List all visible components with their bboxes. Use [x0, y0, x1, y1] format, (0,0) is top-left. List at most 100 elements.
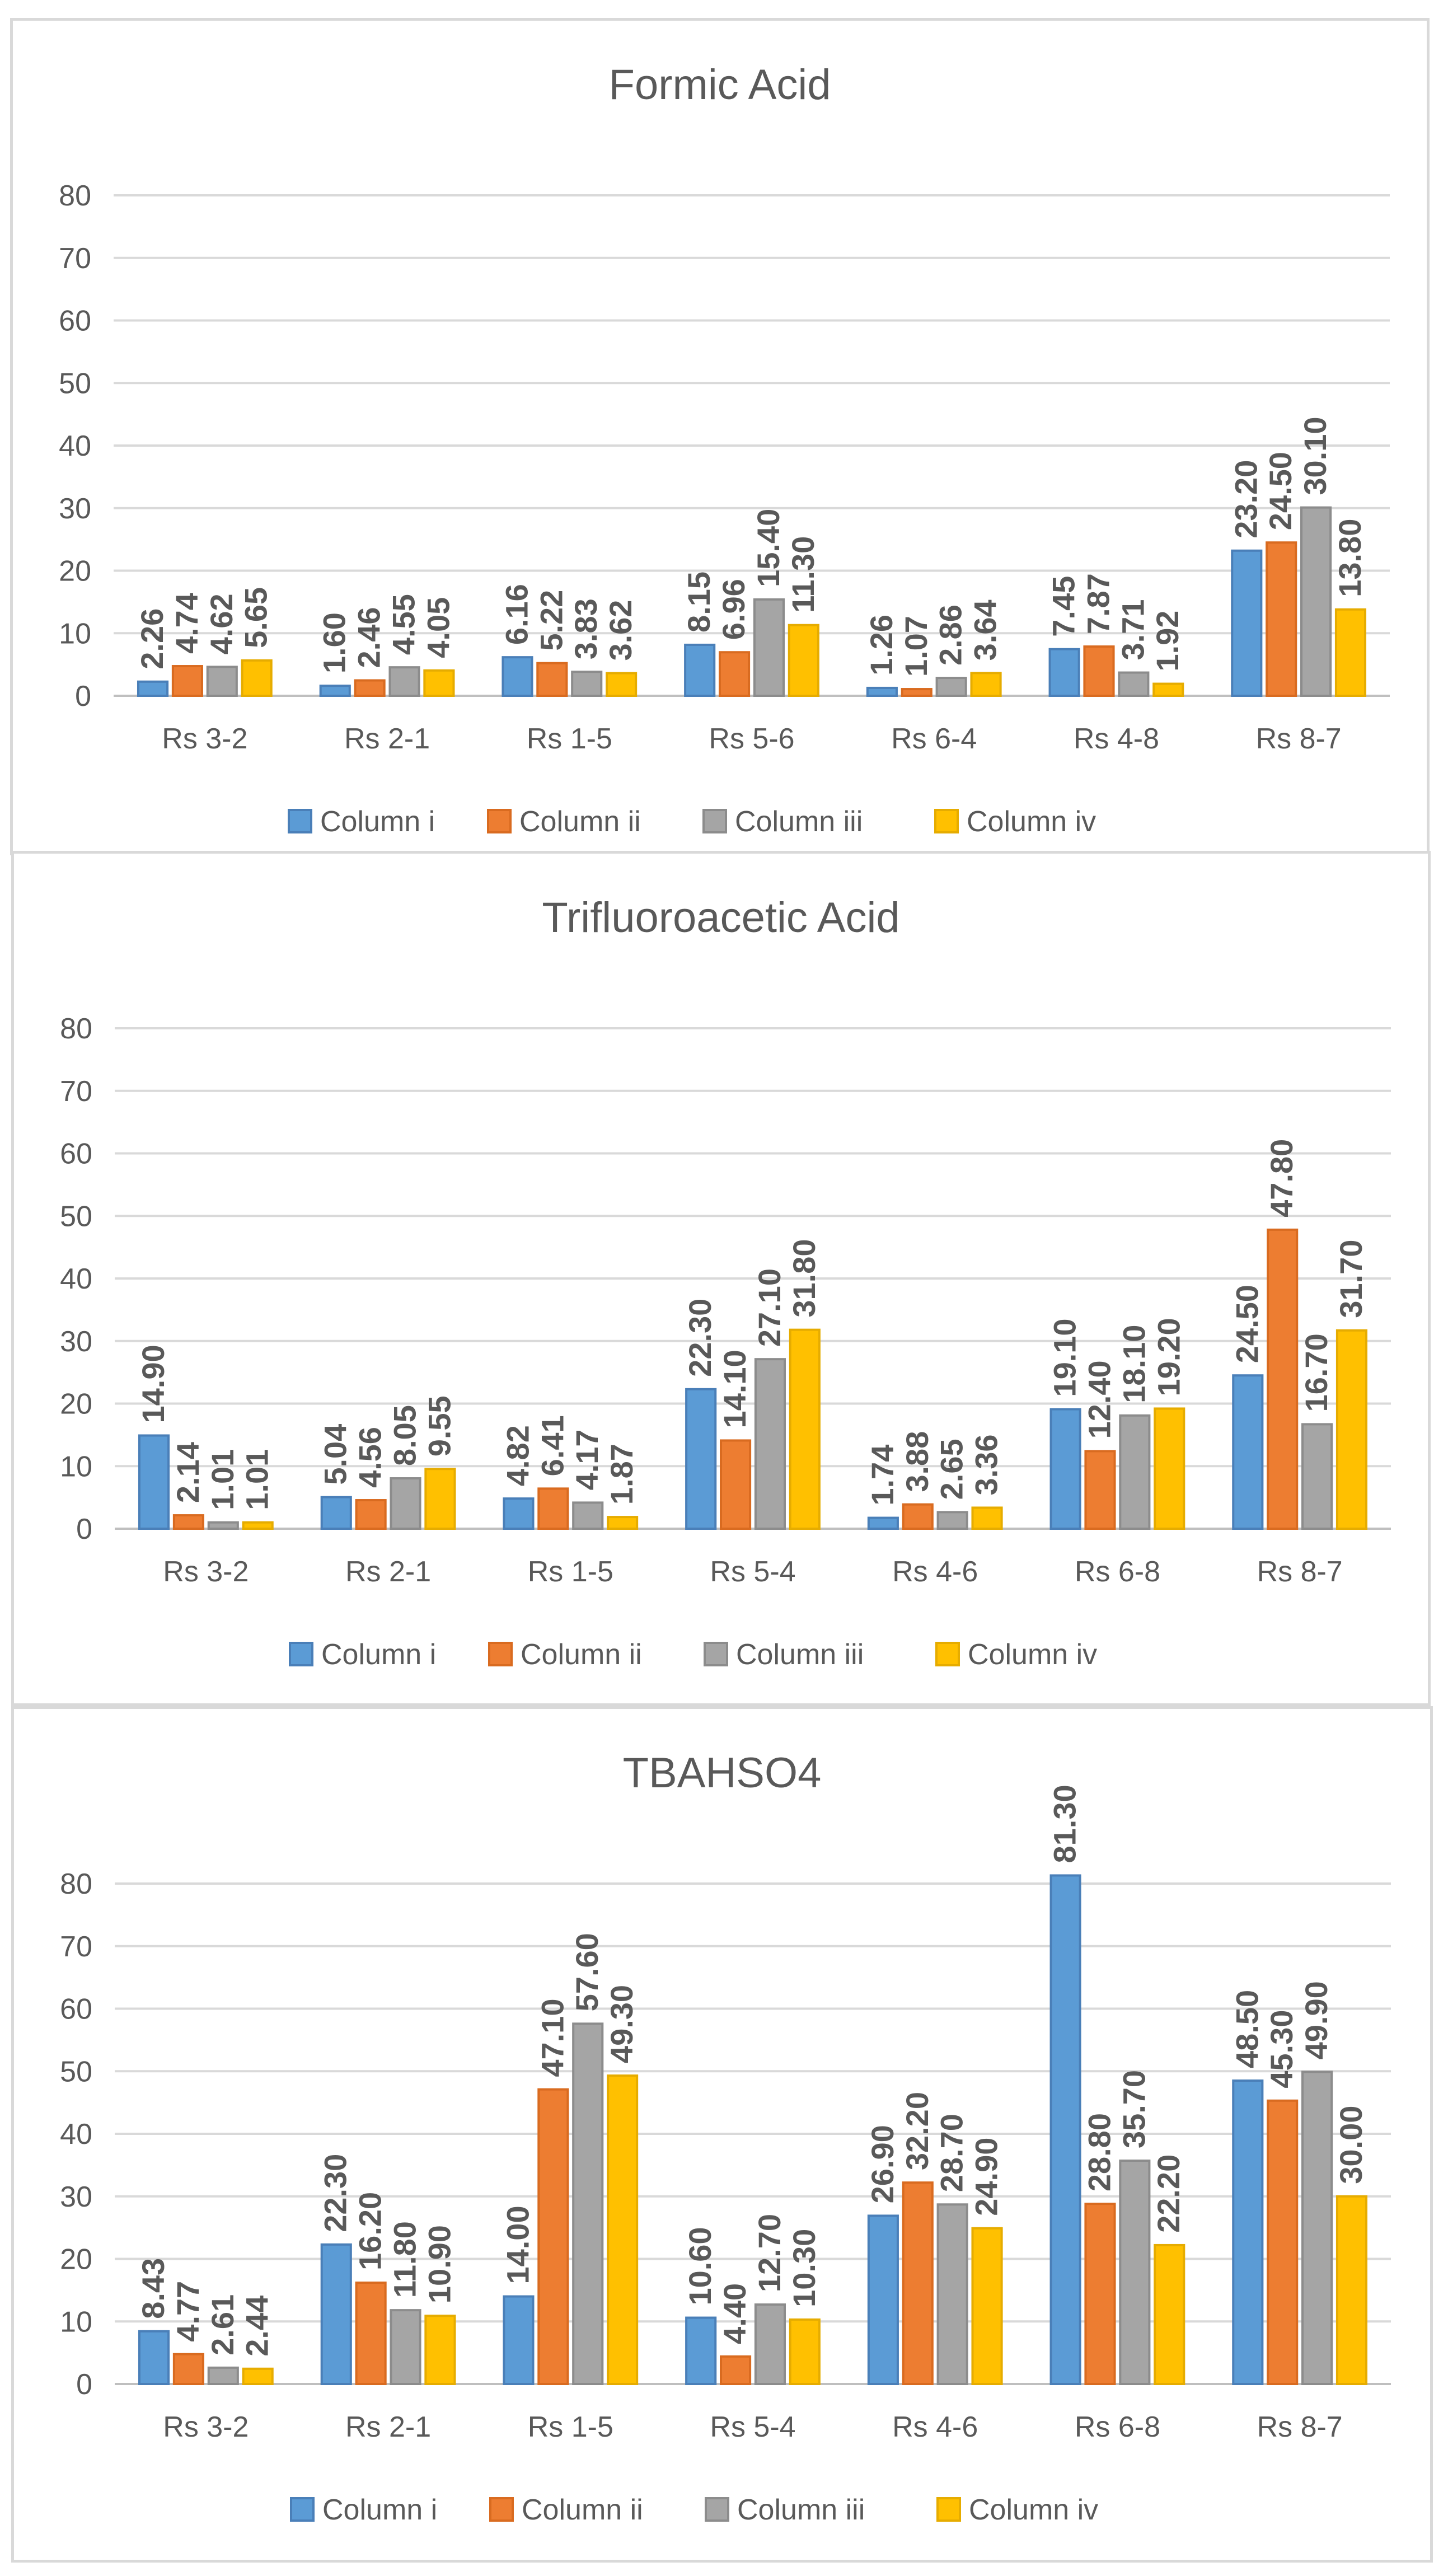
bar	[788, 624, 819, 697]
bar	[320, 1496, 352, 1530]
legend-label: Column iii	[736, 1638, 864, 1671]
category-label: Rs 6-8	[1075, 2411, 1160, 2443]
bar	[685, 2316, 717, 2386]
category-label: Rs 3-2	[162, 723, 247, 755]
data-label: 24.50	[1229, 1285, 1264, 1363]
data-label: 3.83	[568, 598, 603, 659]
data-label: 15.40	[751, 509, 786, 587]
bar	[901, 688, 932, 697]
y-tick-label: 60	[59, 305, 91, 338]
bar	[355, 2281, 387, 2385]
bar	[789, 2318, 821, 2385]
data-label: 9.55	[421, 1395, 457, 1456]
bar	[355, 1499, 387, 1530]
bar	[1300, 506, 1332, 697]
data-label: 26.90	[865, 2125, 900, 2203]
category-label: Rs 8-7	[1257, 1556, 1343, 1588]
data-label: 2.61	[205, 2294, 240, 2355]
bar	[320, 2243, 352, 2385]
bar	[685, 1388, 717, 1530]
bar	[606, 672, 638, 697]
category-label: Rs 5-4	[710, 1556, 795, 1588]
bar	[571, 671, 603, 697]
data-label: 5.65	[238, 587, 274, 648]
data-label: 14.90	[135, 1345, 171, 1423]
legend-swatch	[487, 809, 512, 833]
y-tick-label: 60	[60, 1993, 92, 2026]
y-tick-label: 50	[59, 367, 91, 400]
legend: Column i Column ii Column iii Column iv	[290, 2494, 1098, 2526]
bar	[1152, 682, 1184, 697]
legend: Column i Column ii Column iii Column iv	[288, 805, 1096, 838]
bar	[424, 1468, 456, 1530]
data-label: 2.46	[352, 607, 387, 668]
y-tick-label: 10	[60, 1450, 92, 1483]
category-label: Rs 1-5	[527, 723, 612, 755]
data-label: 4.74	[169, 593, 204, 654]
chart-title: Formic Acid	[609, 61, 831, 109]
data-label: 4.05	[420, 597, 456, 658]
category-label: Rs 3-2	[163, 1556, 249, 1588]
bar	[1267, 1228, 1299, 1530]
data-label: 1.60	[317, 612, 352, 673]
chart-panel-formic-acid: Formic Acid 0 10 20 30 40 50 60 70 80 2.26 4.74 4.62…	[10, 18, 1430, 855]
data-label: 5.04	[318, 1424, 353, 1485]
legend-item: Column i	[289, 1638, 436, 1671]
bar	[1267, 2099, 1299, 2386]
bar	[754, 2303, 786, 2386]
data-label: 14.00	[500, 2205, 535, 2284]
y-tick-label: 20	[60, 1388, 92, 1421]
category-label: Rs 2-1	[345, 2411, 431, 2443]
data-label: 31.70	[1333, 1240, 1369, 1318]
bar	[503, 1497, 535, 1530]
bar	[138, 1434, 170, 1530]
data-label: 19.20	[1151, 1318, 1186, 1396]
data-label: 2.44	[240, 2296, 275, 2357]
bar	[572, 1501, 604, 1530]
legend-label: Column iv	[968, 1638, 1097, 1671]
data-label: 16.20	[353, 2192, 388, 2270]
bar	[1118, 671, 1150, 697]
legend-swatch	[289, 1642, 313, 1666]
y-tick-label: 40	[60, 1263, 92, 1295]
legend-item: Column iii	[702, 805, 863, 838]
data-label: 12.70	[752, 2214, 787, 2292]
y-tick-label: 20	[60, 2244, 92, 2276]
bar	[1335, 2195, 1368, 2385]
chart-title: Trifluoroacetic Acid	[542, 894, 899, 942]
legend-swatch	[488, 1642, 513, 1666]
data-label: 2.14	[170, 1442, 205, 1503]
data-label: 10.30	[786, 2229, 822, 2307]
bar	[1154, 2244, 1185, 2385]
y-tick-label: 30	[60, 2181, 92, 2213]
bar	[319, 685, 351, 697]
data-label: 4.40	[717, 2283, 752, 2344]
category-label: Rs 1-5	[528, 1556, 613, 1588]
y-tick-label: 70	[59, 242, 91, 275]
category-label: Rs 5-6	[709, 723, 794, 755]
data-label: 16.70	[1299, 1333, 1334, 1412]
bar	[1084, 1450, 1116, 1530]
legend-swatch	[288, 809, 312, 833]
data-label: 49.90	[1299, 1981, 1334, 2059]
data-label: 24.50	[1263, 452, 1298, 530]
category-label: Rs 4-6	[892, 1556, 978, 1588]
data-label: 30.00	[1333, 2106, 1369, 2184]
bar	[241, 659, 273, 697]
bar	[1083, 645, 1115, 697]
bar	[935, 677, 967, 697]
category-label: Rs 2-1	[345, 1556, 431, 1588]
legend-label: Column iii	[737, 2494, 865, 2526]
category-label: Rs 6-8	[1075, 1556, 1160, 1588]
data-label: 11.30	[785, 536, 821, 613]
data-label: 4.82	[500, 1425, 535, 1486]
data-label: 47.10	[535, 1999, 570, 2077]
chart-tbahso4: TBAHSO4 0 10 20 30 40 50 60 70 80 8.434.772.612.44…	[60, 1749, 1391, 2526]
y-tick-label: 0	[76, 1513, 92, 1545]
bar	[971, 2227, 1003, 2385]
data-label: 45.30	[1264, 2010, 1299, 2088]
bar	[971, 1506, 1003, 1530]
legend-item: Column ii	[488, 1638, 642, 1671]
data-label: 2.86	[933, 605, 968, 666]
legend-item: Column iii	[705, 2494, 865, 2526]
